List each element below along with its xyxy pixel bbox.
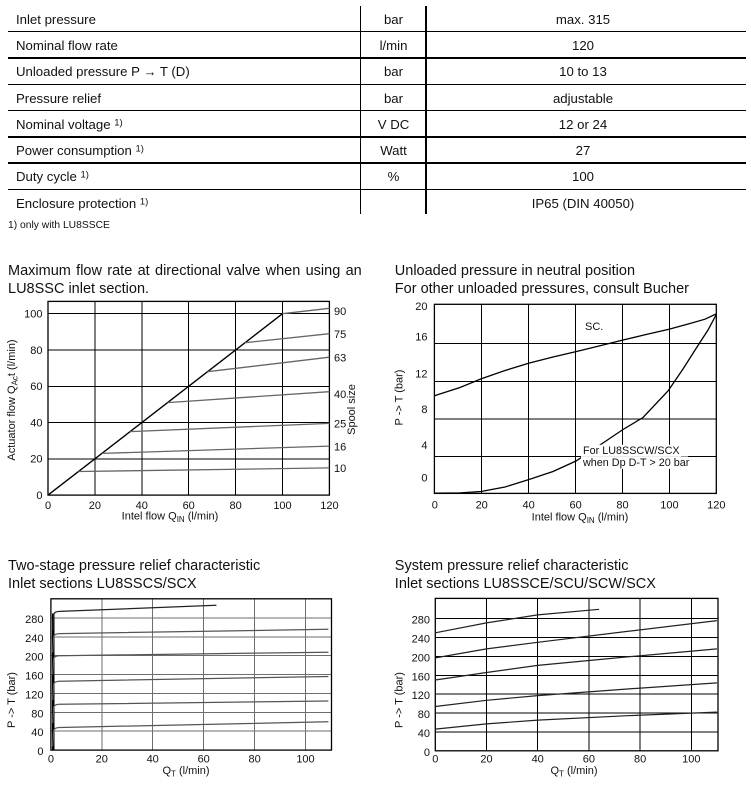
svg-text:QT (l/min): QT (l/min) — [550, 765, 597, 779]
svg-text:Intel flow QIN (l/min): Intel flow QIN (l/min) — [532, 511, 629, 525]
svg-text:40: 40 — [418, 728, 430, 740]
svg-text:Intel flow QIN (l/min): Intel flow QIN (l/min) — [122, 510, 219, 524]
svg-text:80: 80 — [634, 753, 646, 765]
svg-text:0: 0 — [424, 747, 430, 759]
svg-text:120: 120 — [25, 690, 43, 702]
svg-text:80: 80 — [248, 753, 260, 765]
svg-text:10: 10 — [334, 463, 346, 475]
svg-text:0: 0 — [432, 753, 438, 765]
svg-text:60: 60 — [569, 499, 581, 511]
svg-text:P -> T (bar): P -> T (bar) — [6, 672, 18, 728]
svg-text:0: 0 — [37, 746, 43, 758]
svg-text:0: 0 — [432, 499, 438, 511]
svg-text:100: 100 — [682, 753, 700, 765]
svg-text:4: 4 — [421, 440, 427, 452]
svg-text:90: 90 — [334, 306, 346, 318]
svg-text:240: 240 — [25, 633, 43, 645]
svg-text:60: 60 — [198, 753, 210, 765]
svg-text:Actuator flow QAct (l/min): Actuator flow QAct (l/min) — [6, 339, 20, 460]
svg-text:0: 0 — [421, 472, 427, 484]
svg-text:100: 100 — [296, 753, 314, 765]
svg-text:100: 100 — [660, 499, 678, 511]
svg-text:when Dp D-T > 20 bar: when Dp D-T > 20 bar — [582, 457, 690, 469]
svg-text:40: 40 — [147, 753, 159, 765]
svg-text:63: 63 — [334, 353, 346, 365]
svg-text:60: 60 — [183, 500, 195, 512]
svg-text:20: 20 — [96, 753, 108, 765]
svg-text:40: 40 — [532, 753, 544, 765]
svg-text:P -> T (bar): P -> T (bar) — [394, 672, 406, 728]
svg-text:120: 120 — [320, 500, 338, 512]
svg-text:40: 40 — [522, 499, 534, 511]
svg-text:QT (l/min): QT (l/min) — [162, 765, 209, 779]
svg-text:160: 160 — [25, 671, 43, 683]
svg-text:120: 120 — [707, 499, 725, 511]
svg-text:80: 80 — [616, 499, 628, 511]
svg-text:75: 75 — [334, 329, 346, 341]
svg-text:40: 40 — [136, 500, 148, 512]
svg-text:80: 80 — [31, 708, 43, 720]
svg-text:240: 240 — [412, 634, 430, 646]
svg-text:8: 8 — [421, 404, 427, 416]
svg-text:25: 25 — [334, 419, 346, 431]
svg-text:100: 100 — [24, 309, 42, 321]
svg-text:20: 20 — [480, 753, 492, 765]
svg-text:20: 20 — [30, 454, 42, 466]
svg-text:160: 160 — [412, 671, 430, 683]
svg-text:80: 80 — [30, 345, 42, 357]
svg-text:SC.: SC. — [585, 321, 603, 333]
svg-text:80: 80 — [229, 500, 241, 512]
svg-text:100: 100 — [273, 500, 291, 512]
svg-text:40: 40 — [30, 417, 42, 429]
svg-text:16: 16 — [415, 331, 427, 343]
svg-text:200: 200 — [25, 652, 43, 664]
svg-text:60: 60 — [30, 381, 42, 393]
svg-text:P -> T (bar): P -> T (bar) — [394, 370, 406, 426]
svg-text:20: 20 — [476, 499, 488, 511]
svg-text:0: 0 — [36, 490, 42, 502]
svg-text:200: 200 — [412, 652, 430, 664]
svg-text:80: 80 — [418, 709, 430, 721]
svg-text:12: 12 — [415, 368, 427, 380]
svg-text:280: 280 — [25, 614, 43, 626]
svg-text:0: 0 — [45, 500, 51, 512]
svg-text:280: 280 — [412, 615, 430, 627]
svg-text:0: 0 — [48, 753, 54, 765]
svg-text:60: 60 — [583, 753, 595, 765]
svg-text:16: 16 — [334, 442, 346, 454]
svg-text:40: 40 — [334, 389, 346, 401]
svg-text:120: 120 — [412, 690, 430, 702]
svg-text:Spool size: Spool size — [346, 384, 358, 435]
svg-text:40: 40 — [31, 727, 43, 739]
svg-text:20: 20 — [89, 500, 101, 512]
svg-text:For LU8SSCW/SCX: For LU8SSCW/SCX — [583, 445, 680, 457]
svg-text:20: 20 — [415, 301, 427, 313]
